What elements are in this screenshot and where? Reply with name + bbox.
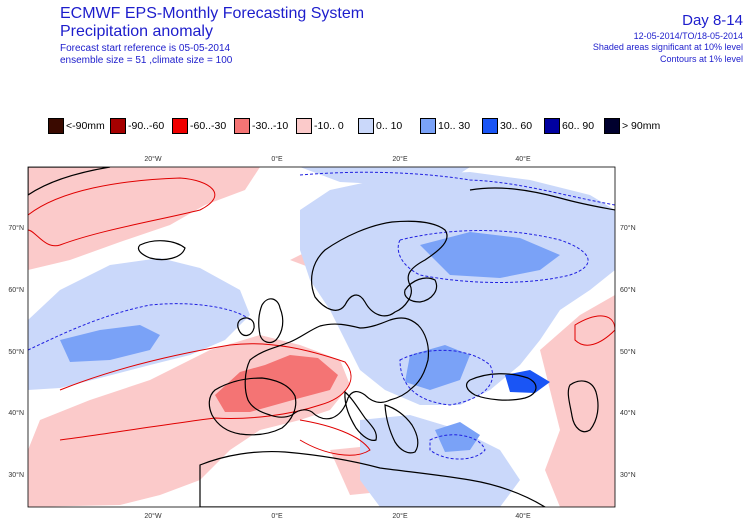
wet-core-black-sea <box>505 370 550 393</box>
legend-item: > 90mm <box>604 116 660 136</box>
legend: <-90mm -90..-60 -60..-30 -30..-10 -10.. … <box>48 116 668 136</box>
lon-label-top: 20°W <box>144 155 162 163</box>
lon-label-bottom: 0°E <box>271 512 283 520</box>
ensemble-info: ensemble size = 51 ,climate size = 100 <box>60 55 233 66</box>
legend-label: <-90mm <box>66 120 105 132</box>
coast-caspian <box>567 380 599 433</box>
legend-swatch <box>358 118 374 134</box>
lon-label-top: 0°E <box>271 155 283 163</box>
lat-label-left: 70°N <box>8 224 24 232</box>
legend-item: 10.. 30 <box>420 116 470 136</box>
dry-area-east <box>540 295 615 507</box>
wet-contour <box>28 303 251 351</box>
legend-swatch <box>234 118 250 134</box>
legend-swatch <box>482 118 498 134</box>
lon-label-bottom: 20°W <box>144 512 162 520</box>
coast-iceland <box>137 240 186 261</box>
title-line1: ECMWF EPS-Monthly Forecasting System <box>60 5 365 22</box>
dry-contour <box>299 419 371 456</box>
legend-item: 30.. 60 <box>482 116 532 136</box>
lat-label-left: 50°N <box>8 348 24 356</box>
wet-area-mediterranean <box>360 415 520 507</box>
legend-swatch <box>296 118 312 134</box>
wet-core-atlantic <box>60 325 160 362</box>
lat-label-left: 40°N <box>8 409 24 417</box>
coast-balkans <box>384 404 419 454</box>
lon-label-top: 40°E <box>515 155 531 163</box>
legend-item: <-90mm <box>48 116 105 136</box>
legend-item: -30..-10 <box>234 116 288 136</box>
wet-core-greece <box>435 422 480 452</box>
shaded-note: Shaded areas significant at 10% level <box>592 42 743 52</box>
wet-core-east-europe <box>405 345 470 390</box>
legend-item: -10.. 0 <box>296 116 344 136</box>
lat-label-right: 60°N <box>620 286 636 294</box>
coast-black-sea <box>465 373 537 401</box>
forecast-start: Forecast start reference is 05-05-2014 <box>60 43 231 54</box>
wet-area-scandinavia <box>300 172 615 405</box>
legend-label: 0.. 10 <box>376 120 403 132</box>
legend-label: -60..-30 <box>190 120 227 132</box>
lat-label-left: 30°N <box>8 471 24 479</box>
legend-label: -90..-60 <box>128 120 165 132</box>
legend-swatch <box>420 118 436 134</box>
dry-contour <box>28 177 216 247</box>
lon-label-bottom: 20°E <box>392 512 408 520</box>
wet-contour <box>399 349 493 406</box>
legend-item: -60..-30 <box>172 116 226 136</box>
wet-core-baltic <box>420 232 560 278</box>
lat-label-right: 50°N <box>620 348 636 356</box>
legend-swatch <box>604 118 620 134</box>
coast-ireland <box>237 317 255 337</box>
coast-great-britain <box>258 298 284 344</box>
lon-label-top: 20°E <box>392 155 408 163</box>
precipitation-map: 20°W 0°E 20°E 40°E 20°W 0°E 20°E 40°E 70… <box>8 155 636 520</box>
wet-contour <box>397 230 589 283</box>
coast-arctic-russia <box>469 187 615 211</box>
legend-item: 60.. 90 <box>544 116 594 136</box>
contour-note: Contours at 1% level <box>659 54 743 64</box>
wet-area-arctic <box>300 167 470 185</box>
wet-contour <box>299 171 615 206</box>
map-frame <box>27 166 616 508</box>
lat-label-right: 70°N <box>620 224 636 232</box>
legend-label: 30.. 60 <box>500 120 533 132</box>
legend-swatch <box>544 118 560 134</box>
period: 12-05-2014/TO/18-05-2014 <box>633 31 743 41</box>
coast-mainland-europe <box>244 317 430 420</box>
dry-area-north-atlantic <box>28 167 260 270</box>
coast-italy <box>344 390 377 441</box>
significance-contours <box>28 171 615 460</box>
coast-north-africa <box>199 451 547 507</box>
legend-swatch <box>110 118 126 134</box>
coast-scandinavia <box>311 220 448 317</box>
legend-label: 10.. 30 <box>438 120 471 132</box>
coastlines <box>28 167 615 507</box>
legend-item: -90..-60 <box>110 116 164 136</box>
lon-label-bottom: 40°E <box>515 512 531 520</box>
lat-label-right: 40°N <box>620 409 636 417</box>
legend-item: 0.. 10 <box>358 116 402 136</box>
lat-label-left: 60°N <box>8 286 24 294</box>
coast-iberia <box>208 377 297 436</box>
legend-swatch <box>172 118 188 134</box>
wet-contour <box>429 434 486 460</box>
legend-label: 60.. 90 <box>562 120 595 132</box>
coast-baltic <box>404 277 438 303</box>
title-line2: Precipitation anomaly <box>60 23 213 40</box>
lat-label-right: 30°N <box>620 471 636 479</box>
dry-contour <box>59 343 352 441</box>
legend-label: > 90mm <box>622 120 661 132</box>
dry-core-iberia <box>215 355 338 412</box>
legend-swatch <box>48 118 64 134</box>
day-range: Day 8-14 <box>682 12 743 29</box>
legend-label: -30..-10 <box>252 120 289 132</box>
legend-label: -10.. 0 <box>314 120 344 132</box>
